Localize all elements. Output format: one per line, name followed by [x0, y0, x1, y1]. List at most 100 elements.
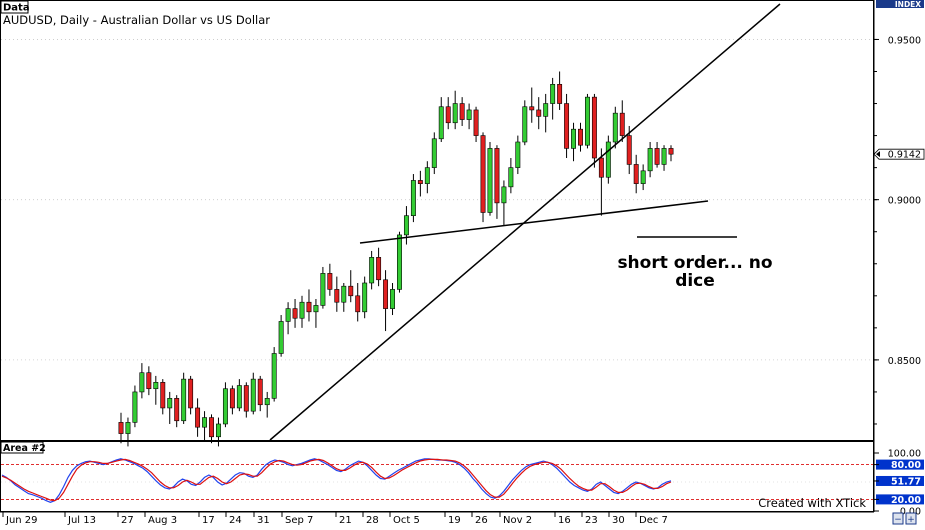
- minus-icon: −: [894, 515, 902, 525]
- zoom-in-button[interactable]: [905, 512, 917, 525]
- candle-body: [285, 308, 291, 322]
- candle-body: [487, 148, 493, 213]
- candle-body: [431, 138, 437, 168]
- candle-body: [271, 353, 277, 399]
- candle-body: [438, 106, 444, 140]
- candle-body: [591, 96, 597, 159]
- last-price-tag-box: [873, 148, 925, 160]
- index-badge[interactable]: [876, 0, 924, 8]
- candle: [417, 170, 423, 197]
- candle: [578, 122, 583, 152]
- candle: [160, 379, 166, 415]
- candle: [438, 97, 444, 142]
- time-tick-label: 31: [257, 515, 270, 525]
- candle-body: [243, 385, 249, 412]
- index-label[interactable]: INDEX: [895, 0, 921, 9]
- candle-body: [236, 385, 242, 409]
- candle: [139, 363, 145, 399]
- candle: [153, 375, 159, 405]
- candle: [487, 141, 493, 216]
- candle-body: [605, 141, 611, 178]
- candle: [536, 97, 542, 130]
- candlestick-series: [118, 71, 674, 447]
- candle: [390, 282, 395, 316]
- indicator-tick-label: 80.00: [891, 460, 921, 471]
- candle-body: [306, 301, 312, 313]
- candle-body: [424, 167, 430, 184]
- candle-body: [250, 378, 256, 412]
- indicator-panel-frame: [0, 441, 874, 512]
- last-price-tag: 0.9142: [873, 148, 925, 161]
- candle: [181, 372, 187, 424]
- candle: [278, 315, 284, 357]
- data-tab[interactable]: Data: [3, 3, 30, 14]
- candle: [299, 295, 305, 328]
- ascending-trendline: [269, 3, 781, 441]
- indicator-value-tag: [876, 475, 924, 486]
- candle: [571, 122, 576, 162]
- candle: [222, 382, 228, 428]
- watermark: Created with XTick: [758, 496, 866, 510]
- zoom-out-button[interactable]: [892, 512, 904, 525]
- time-tick-label: 16: [558, 515, 571, 525]
- candle: [271, 347, 277, 402]
- candle-body: [661, 148, 667, 165]
- candle-body: [403, 215, 409, 236]
- time-tick-label: 21: [339, 515, 352, 525]
- candle-body: [362, 282, 368, 313]
- candle-body: [598, 157, 604, 178]
- candle-body: [348, 285, 354, 297]
- candle: [327, 263, 333, 296]
- area-tab[interactable]: Area #2: [3, 443, 46, 454]
- time-tick-label: 27: [121, 515, 134, 525]
- candle: [410, 174, 416, 223]
- candle: [452, 90, 458, 130]
- candle: [369, 250, 375, 290]
- candle: [480, 132, 486, 223]
- candle-body: [543, 103, 549, 117]
- overbought-oversold-levels: [1, 464, 873, 500]
- candle-body: [222, 388, 228, 425]
- data-tab-box[interactable]: [0, 0, 29, 14]
- time-tick-label: Jun 29: [5, 515, 38, 525]
- stochastic-d-line: [1, 458, 672, 502]
- time-tick-label: 24: [229, 515, 242, 525]
- time-tick-label: Aug 3: [148, 515, 177, 525]
- candle-body: [564, 103, 570, 149]
- candle: [250, 372, 256, 415]
- candle-body: [417, 180, 423, 184]
- candle-body: [578, 128, 583, 146]
- candle: [529, 87, 535, 123]
- candle: [633, 154, 639, 194]
- candle: [320, 266, 326, 309]
- price-gridlines: [1, 39, 873, 361]
- indicator-tick-label: 100.00: [888, 449, 921, 460]
- price-tick-label: 0.9000: [888, 196, 921, 207]
- time-tick-label: 17: [202, 515, 215, 525]
- candle: [668, 145, 674, 162]
- candle-body: [536, 109, 542, 117]
- candle-body: [626, 135, 632, 165]
- candle-body: [550, 84, 556, 104]
- candle: [146, 366, 152, 396]
- candle: [612, 106, 618, 149]
- candle-body: [494, 148, 500, 204]
- candle-body: [202, 417, 208, 428]
- candle: [647, 141, 653, 178]
- candle: [424, 161, 430, 194]
- candle-body: [397, 234, 402, 290]
- chart-title: AUDUSD, Daily - Australian Dollar vs US …: [3, 13, 270, 27]
- candle-body: [132, 391, 138, 423]
- candle: [550, 77, 556, 120]
- candle-body: [313, 305, 319, 313]
- indicator-tick-label: 51.77: [891, 476, 921, 487]
- candle: [118, 412, 124, 444]
- candle-body: [118, 422, 124, 434]
- candle: [195, 398, 201, 437]
- area-tab-box[interactable]: [0, 441, 44, 454]
- time-axis: Jun 29 Jul 13 27 Aug 3 17 24 31 Sep 7 21 28 Oct 5 1…: [2, 512, 668, 526]
- candle: [501, 180, 507, 226]
- time-tick-label: Dec 7: [639, 515, 668, 525]
